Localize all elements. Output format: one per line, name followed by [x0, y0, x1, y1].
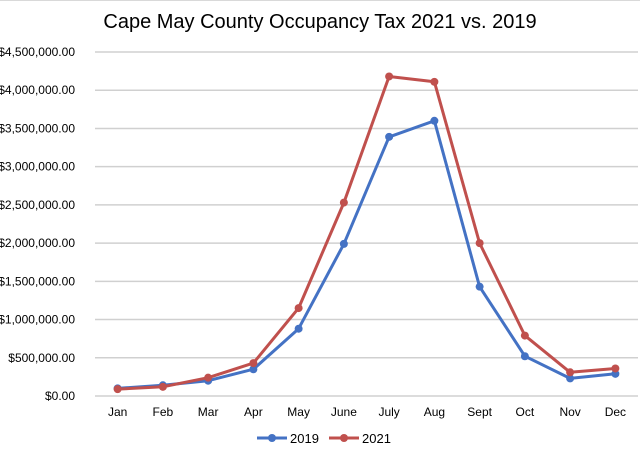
data-point-2021-July[interactable] [385, 72, 394, 81]
x-tick-label: June [331, 405, 357, 419]
x-tick-label: Jan [108, 405, 127, 419]
legend-item-2021[interactable]: 2021 [329, 431, 391, 446]
legend-label-2019: 2019 [290, 431, 319, 446]
data-point-2019-Nov[interactable] [566, 374, 575, 383]
chart-title: Cape May County Occupancy Tax 2021 vs. 2… [103, 11, 536, 33]
data-point-2019-Sept[interactable] [475, 282, 484, 291]
x-axis-ticks: Jan Feb Mar Apr May June July Aug Sept Oct Nov Dec [108, 405, 626, 419]
data-point-2021-Mar[interactable] [204, 373, 213, 382]
series-line-2021 [117, 75, 616, 391]
data-point-2019-Oct[interactable] [520, 352, 529, 361]
data-point-2021-Aug[interactable] [430, 77, 439, 86]
legend-item-2019[interactable]: 2019 [257, 431, 319, 446]
legend: 2019 2021 [257, 431, 391, 446]
y-tick-label: $500,000.00 [8, 351, 75, 365]
data-point-2021-Nov[interactable] [566, 368, 575, 377]
x-tick-label: Mar [198, 405, 219, 419]
y-tick-label: $2,000,000.00 [0, 236, 75, 250]
x-tick-label: Aug [424, 405, 445, 419]
x-tick-label: Sept [467, 405, 492, 419]
y-tick-label: $1,500,000.00 [0, 274, 75, 288]
x-tick-label: Nov [559, 405, 580, 419]
gridlines [95, 51, 638, 397]
data-point-2021-Jan[interactable] [113, 385, 122, 394]
data-point-2021-Apr[interactable] [249, 359, 258, 368]
y-tick-label: $3,500,000.00 [0, 121, 75, 135]
data-point-2021-May[interactable] [294, 304, 303, 313]
y-tick-label: $3,000,000.00 [0, 160, 75, 174]
data-point-2021-Feb[interactable] [158, 382, 167, 391]
legend-marker-2021 [340, 434, 348, 442]
data-point-2019-June[interactable] [339, 239, 348, 248]
x-tick-label: May [287, 405, 310, 419]
data-point-2019-July[interactable] [385, 132, 394, 141]
x-tick-label: Oct [516, 405, 535, 419]
y-tick-label: $4,500,000.00 [0, 45, 75, 59]
x-tick-label: Apr [244, 405, 263, 419]
legend-label-2021: 2021 [362, 431, 391, 446]
y-tick-label: $2,500,000.00 [0, 198, 75, 212]
legend-marker-2019 [268, 434, 276, 442]
y-tick-label: $4,000,000.00 [0, 83, 75, 97]
x-tick-label: July [378, 405, 399, 419]
data-point-2019-May[interactable] [294, 324, 303, 333]
y-tick-label: $0.00 [45, 389, 75, 403]
series-lines [113, 72, 620, 394]
data-point-2021-Dec[interactable] [611, 364, 620, 373]
data-point-2021-June[interactable] [339, 198, 348, 207]
data-point-2021-Sept[interactable] [475, 239, 484, 248]
y-axis-ticks: $0.00 $500,000.00 $1,000,000.00 $1,500,000.… [0, 45, 75, 403]
data-point-2019-Apr[interactable] [249, 365, 258, 374]
x-tick-label: Feb [153, 405, 174, 419]
series-line-2019 [117, 119, 616, 390]
x-tick-label: Dec [605, 405, 626, 419]
y-tick-label: $1,000,000.00 [0, 313, 75, 327]
series-2021 [113, 72, 620, 394]
data-point-2019-Aug[interactable] [430, 116, 439, 125]
data-point-2021-Oct[interactable] [520, 331, 529, 340]
